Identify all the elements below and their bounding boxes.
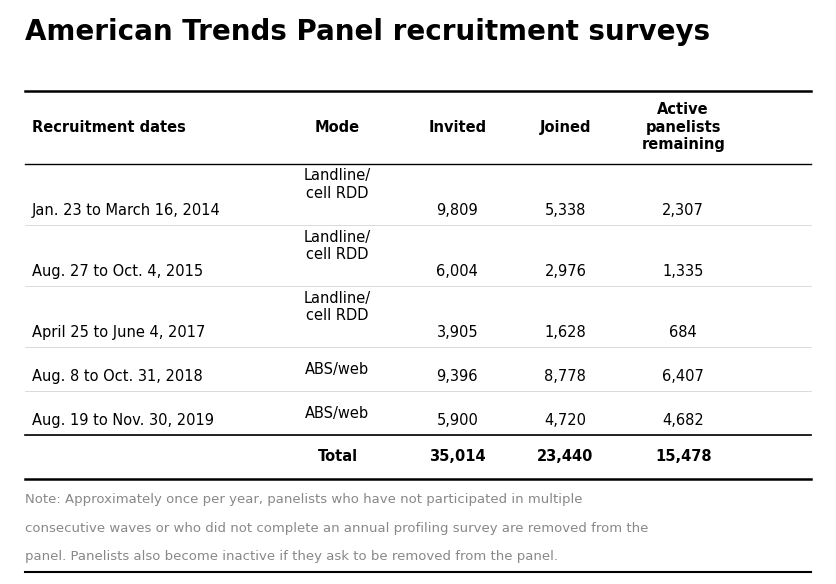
Text: Total: Total (318, 450, 358, 464)
Text: Recruitment dates: Recruitment dates (32, 120, 186, 134)
Text: 9,809: 9,809 (436, 203, 478, 218)
Text: Invited: Invited (428, 120, 487, 134)
Text: 5,338: 5,338 (545, 203, 586, 218)
Text: Landline/
cell RDD: Landline/ cell RDD (304, 230, 371, 262)
Text: ABS/web: ABS/web (305, 362, 370, 377)
Text: Joined: Joined (539, 120, 591, 134)
Text: 3,905: 3,905 (436, 325, 478, 340)
Text: ABS/web: ABS/web (305, 406, 370, 420)
Text: Landline/
cell RDD: Landline/ cell RDD (304, 291, 371, 323)
Text: 5,900: 5,900 (436, 413, 478, 428)
Text: 1,628: 1,628 (544, 325, 586, 340)
Text: 15,478: 15,478 (655, 450, 711, 464)
Text: 6,407: 6,407 (662, 369, 704, 384)
Text: Aug. 27 to Oct. 4, 2015: Aug. 27 to Oct. 4, 2015 (32, 264, 203, 279)
Text: 8,778: 8,778 (544, 369, 586, 384)
Text: Jan. 23 to March 16, 2014: Jan. 23 to March 16, 2014 (32, 203, 221, 218)
Text: Landline/
cell RDD: Landline/ cell RDD (304, 168, 371, 200)
Text: 23,440: 23,440 (538, 450, 594, 464)
Text: Active
panelists
remaining: Active panelists remaining (641, 102, 725, 152)
Text: 9,396: 9,396 (436, 369, 478, 384)
Text: 4,682: 4,682 (662, 413, 704, 428)
Text: Mode: Mode (315, 120, 360, 134)
Text: 2,307: 2,307 (662, 203, 704, 218)
Text: 2,976: 2,976 (544, 264, 586, 279)
Text: Aug. 8 to Oct. 31, 2018: Aug. 8 to Oct. 31, 2018 (32, 369, 202, 384)
Text: panel. Panelists also become inactive if they ask to be removed from the panel.: panel. Panelists also become inactive if… (25, 550, 558, 562)
Text: consecutive waves or who did not complete an annual profiling survey are removed: consecutive waves or who did not complet… (25, 522, 649, 534)
Text: Note: Approximately once per year, panelists who have not participated in multip: Note: Approximately once per year, panel… (25, 493, 583, 506)
Text: 4,720: 4,720 (544, 413, 586, 428)
Text: April 25 to June 4, 2017: April 25 to June 4, 2017 (32, 325, 205, 340)
Text: 35,014: 35,014 (429, 450, 486, 464)
Text: 1,335: 1,335 (663, 264, 704, 279)
Text: 6,004: 6,004 (436, 264, 478, 279)
Text: Aug. 19 to Nov. 30, 2019: Aug. 19 to Nov. 30, 2019 (32, 413, 214, 428)
Text: 684: 684 (670, 325, 697, 340)
Text: American Trends Panel recruitment surveys: American Trends Panel recruitment survey… (25, 18, 711, 46)
